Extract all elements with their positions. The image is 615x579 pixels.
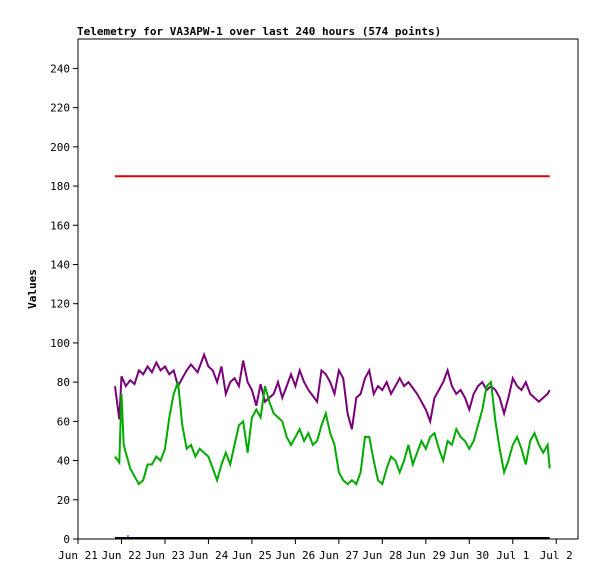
y-tick-label: 60	[57, 415, 70, 428]
x-tick-label: Jun 26	[276, 549, 316, 562]
x-tick-label: Jul 2	[540, 549, 573, 562]
x-axis: Jun 21 Jun 22 Jun 23 Jun 24 Jun 25 Jun 26 Jun …	[58, 539, 573, 562]
y-tick-label: 220	[50, 102, 70, 115]
x-tick-label: Jun 23	[145, 549, 185, 562]
x-tick-label: Jun 30	[449, 549, 489, 562]
y-tick-label: 160	[50, 219, 70, 232]
x-tick-label: Jun 21	[58, 549, 98, 562]
y-axis: 0 20 40 60 80 100 120 140 160 180 200 220 240	[50, 62, 78, 546]
y-tick-label: 200	[50, 141, 70, 154]
x-tick-label: Jun 25	[232, 549, 272, 562]
y-tick-label: 0	[63, 533, 70, 546]
y-tick-label: 100	[50, 337, 70, 350]
series-layer	[114, 175, 551, 539]
y-tick-label: 240	[50, 62, 70, 75]
x-tick-label: Jun 27	[319, 549, 359, 562]
y-axis-label: Values	[26, 269, 39, 309]
y-tick-label: 20	[57, 494, 70, 507]
y-tick-label: 80	[57, 376, 70, 389]
x-tick-label: Jun 28	[362, 549, 402, 562]
x-tick-label: Jun 22	[102, 549, 142, 562]
y-tick-label: 40	[57, 455, 70, 468]
x-tick-label: Jun 29	[406, 549, 446, 562]
series-line-3	[114, 380, 551, 486]
series-line-2	[114, 351, 551, 430]
y-tick-label: 180	[50, 180, 70, 193]
y-tick-label: 120	[50, 298, 70, 311]
chart-title: Telemetry for VA3APW-1 over last 240 hou…	[77, 25, 441, 38]
y-tick-label: 140	[50, 258, 70, 271]
x-tick-label: Jul 1	[496, 549, 529, 562]
x-tick-label: Jun 24	[189, 549, 229, 562]
